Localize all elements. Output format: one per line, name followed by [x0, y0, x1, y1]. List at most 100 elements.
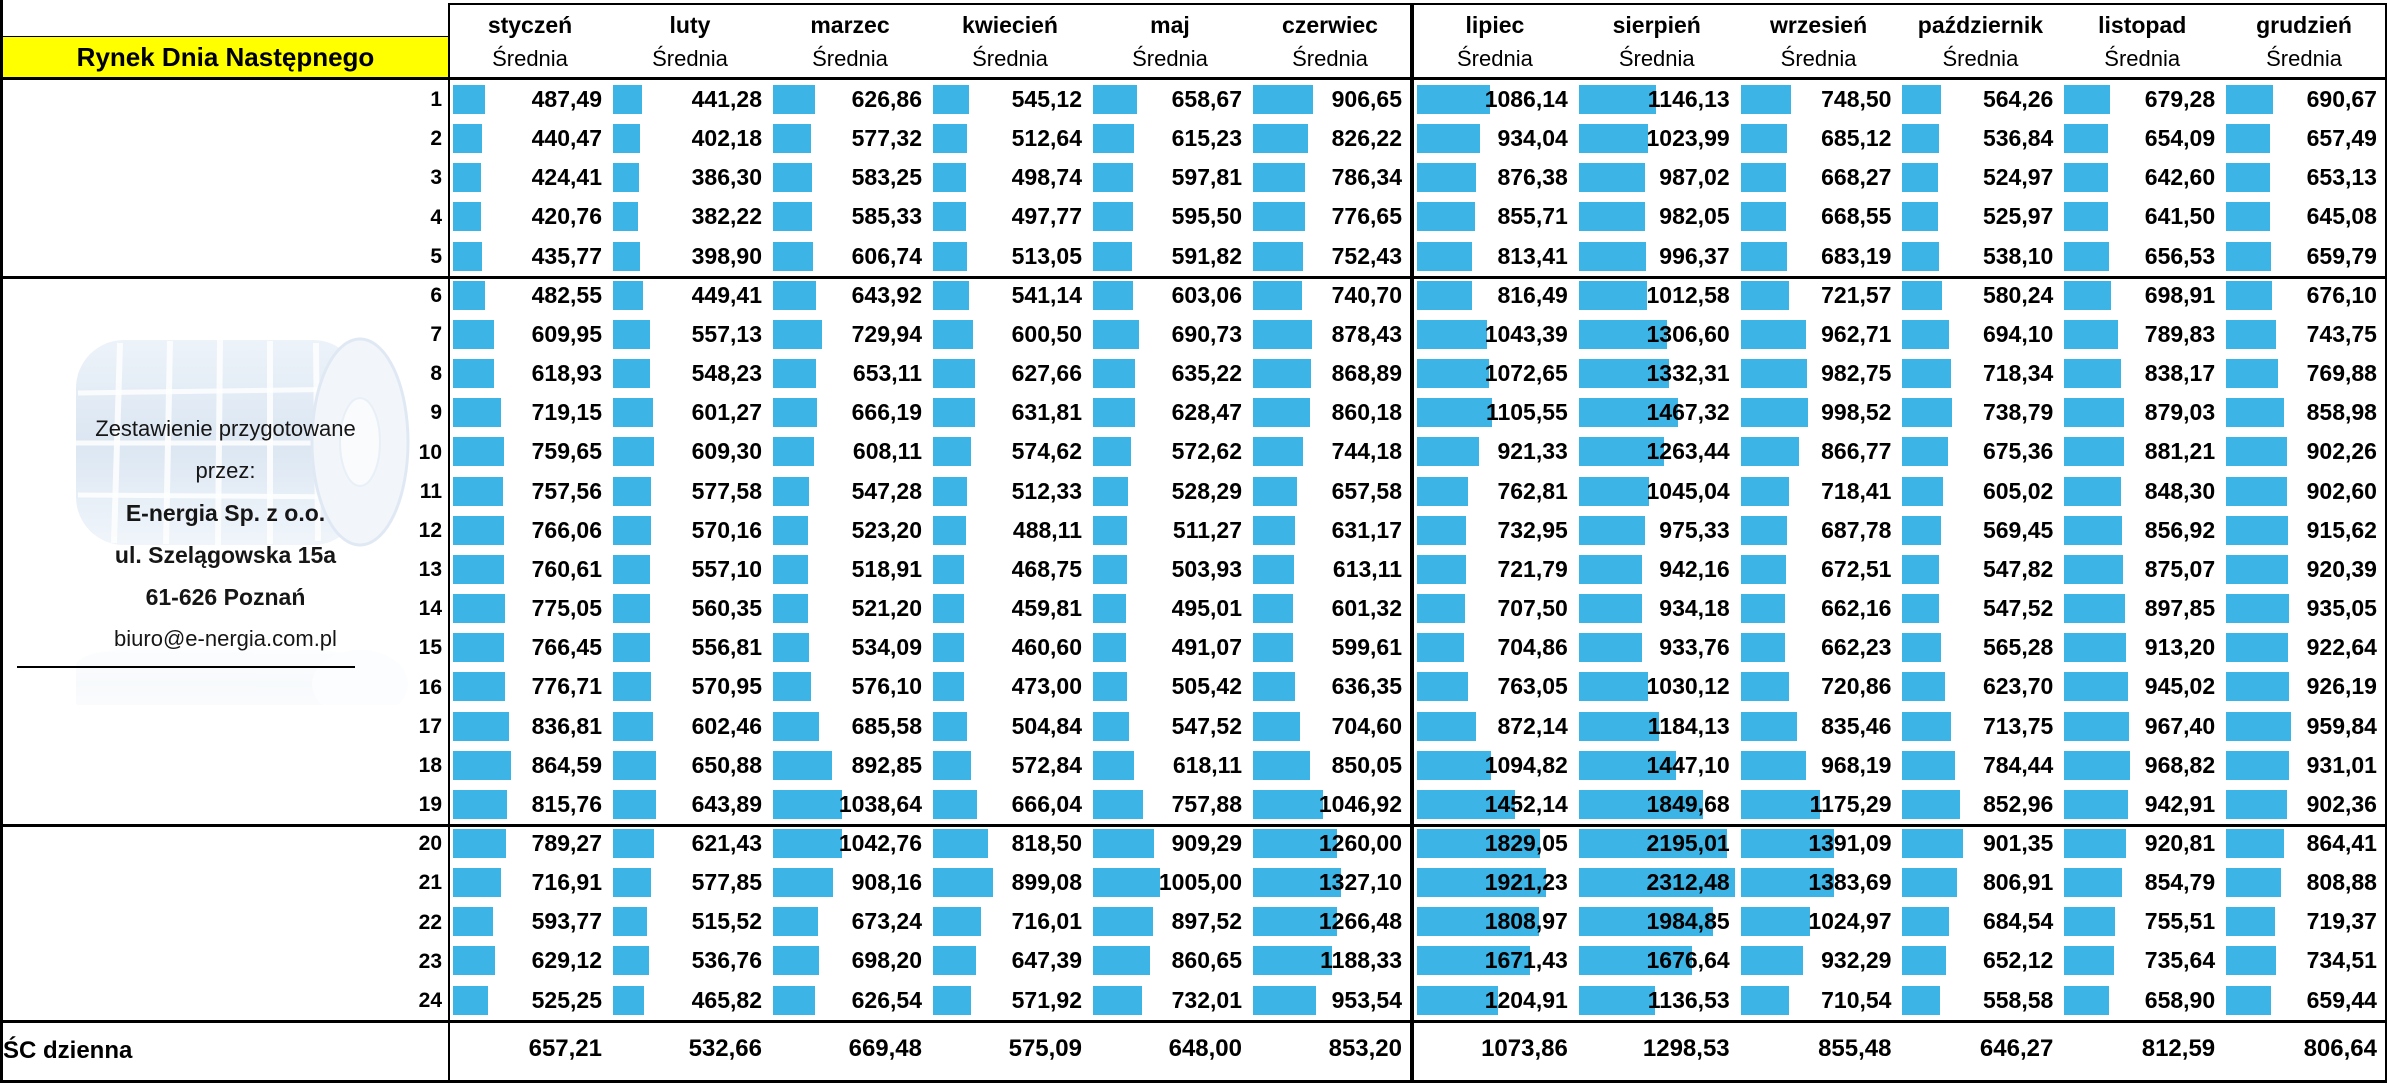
cell-luty-h5[interactable]: 398,90: [610, 237, 770, 276]
cell-grudzień-h8[interactable]: 769,88: [2223, 354, 2385, 393]
cell-luty-h12[interactable]: 570,16: [610, 511, 770, 550]
month-header-maj[interactable]: maj Średnia: [1090, 5, 1250, 80]
cell-marzec-h22[interactable]: 673,24: [770, 902, 930, 941]
cell-maj-h7[interactable]: 690,73: [1090, 315, 1250, 354]
cell-kwiecień-h5[interactable]: 513,05: [930, 237, 1090, 276]
cell-marzec-h9[interactable]: 666,19: [770, 393, 930, 432]
row-number-2[interactable]: 2: [430, 127, 442, 151]
cell-listopad-h19[interactable]: 942,91: [2061, 785, 2223, 824]
cell-maj-h22[interactable]: 897,52: [1090, 902, 1250, 941]
cell-czerwiec-h9[interactable]: 860,18: [1250, 393, 1410, 432]
cell-maj-h17[interactable]: 547,52: [1090, 707, 1250, 746]
cell-grudzień-h23[interactable]: 734,51: [2223, 941, 2385, 980]
cell-listopad-h21[interactable]: 854,79: [2061, 863, 2223, 902]
row-number-3[interactable]: 3: [430, 166, 442, 190]
cell-lipiec-h4[interactable]: 855,71: [1414, 197, 1576, 236]
cell-czerwiec-h17[interactable]: 704,60: [1250, 707, 1410, 746]
row-number-20[interactable]: 20: [418, 832, 442, 856]
cell-wrzesień-h5[interactable]: 683,19: [1738, 237, 1900, 276]
cell-maj-h9[interactable]: 628,47: [1090, 393, 1250, 432]
row-number-4[interactable]: 4: [430, 205, 442, 229]
cell-grudzień-h2[interactable]: 657,49: [2223, 119, 2385, 158]
cell-sierpień-h7[interactable]: 1306,60: [1576, 315, 1738, 354]
cell-listopad-h6[interactable]: 698,91: [2061, 276, 2223, 315]
cell-maj-h18[interactable]: 618,11: [1090, 746, 1250, 785]
cell-kwiecień-h8[interactable]: 627,66: [930, 354, 1090, 393]
cell-lipiec-h7[interactable]: 1043,39: [1414, 315, 1576, 354]
cell-czerwiec-h4[interactable]: 776,65: [1250, 197, 1410, 236]
cell-marzec-h5[interactable]: 606,74: [770, 237, 930, 276]
cell-październik-h24[interactable]: 558,58: [1899, 981, 2061, 1020]
cell-grudzień-h13[interactable]: 920,39: [2223, 550, 2385, 589]
cell-kwiecień-h7[interactable]: 600,50: [930, 315, 1090, 354]
daily-average-cell-czerwiec[interactable]: 853,20: [1250, 1020, 1410, 1080]
cell-listopad-h8[interactable]: 838,17: [2061, 354, 2223, 393]
month-header-sierpień[interactable]: sierpień Średnia: [1576, 5, 1738, 80]
cell-październik-h11[interactable]: 605,02: [1899, 472, 2061, 511]
cell-maj-h12[interactable]: 511,27: [1090, 511, 1250, 550]
cell-maj-h4[interactable]: 595,50: [1090, 197, 1250, 236]
cell-grudzień-h24[interactable]: 659,44: [2223, 981, 2385, 1020]
cell-październik-h23[interactable]: 652,12: [1899, 941, 2061, 980]
row-number-13[interactable]: 13: [418, 558, 442, 581]
cell-marzec-h2[interactable]: 577,32: [770, 119, 930, 158]
cell-czerwiec-h2[interactable]: 826,22: [1250, 119, 1410, 158]
cell-czerwiec-h20[interactable]: 1260,00: [1250, 824, 1410, 863]
cell-listopad-h10[interactable]: 881,21: [2061, 432, 2223, 471]
cell-listopad-h9[interactable]: 879,03: [2061, 393, 2223, 432]
cell-marzec-h6[interactable]: 643,92: [770, 276, 930, 315]
cell-wrzesień-h9[interactable]: 998,52: [1738, 393, 1900, 432]
cell-czerwiec-h10[interactable]: 744,18: [1250, 432, 1410, 471]
cell-maj-h16[interactable]: 505,42: [1090, 667, 1250, 706]
cell-styczeń-h6[interactable]: 482,55: [450, 276, 610, 315]
cell-listopad-h24[interactable]: 658,90: [2061, 981, 2223, 1020]
cell-październik-h1[interactable]: 564,26: [1899, 80, 2061, 119]
cell-maj-h3[interactable]: 597,81: [1090, 158, 1250, 197]
cell-sierpień-h18[interactable]: 1447,10: [1576, 746, 1738, 785]
cell-styczeń-h20[interactable]: 789,27: [450, 824, 610, 863]
cell-luty-h23[interactable]: 536,76: [610, 941, 770, 980]
cell-lipiec-h24[interactable]: 1204,91: [1414, 981, 1576, 1020]
cell-luty-h19[interactable]: 643,89: [610, 785, 770, 824]
cell-czerwiec-h18[interactable]: 850,05: [1250, 746, 1410, 785]
cell-styczeń-h23[interactable]: 629,12: [450, 941, 610, 980]
cell-luty-h4[interactable]: 382,22: [610, 197, 770, 236]
cell-maj-h2[interactable]: 615,23: [1090, 119, 1250, 158]
cell-marzec-h8[interactable]: 653,11: [770, 354, 930, 393]
cell-październik-h21[interactable]: 806,91: [1899, 863, 2061, 902]
cell-kwiecień-h18[interactable]: 572,84: [930, 746, 1090, 785]
cell-styczeń-h1[interactable]: 487,49: [450, 80, 610, 119]
daily-average-cell-kwiecień[interactable]: 575,09: [930, 1020, 1090, 1080]
cell-sierpień-h19[interactable]: 1849,68: [1576, 785, 1738, 824]
month-header-październik[interactable]: październik Średnia: [1899, 5, 2061, 80]
row-number-24[interactable]: 24: [418, 988, 442, 1012]
row-number-21[interactable]: 21: [418, 871, 442, 895]
row-number-8[interactable]: 8: [430, 362, 442, 386]
cell-wrzesień-h19[interactable]: 1175,29: [1738, 785, 1900, 824]
cell-październik-h2[interactable]: 536,84: [1899, 119, 2061, 158]
cell-kwiecień-h12[interactable]: 488,11: [930, 511, 1090, 550]
row-number-6[interactable]: 6: [430, 283, 442, 307]
row-number-19[interactable]: 19: [418, 793, 442, 816]
cell-lipiec-h17[interactable]: 872,14: [1414, 707, 1576, 746]
cell-styczeń-h19[interactable]: 815,76: [450, 785, 610, 824]
cell-czerwiec-h21[interactable]: 1327,10: [1250, 863, 1410, 902]
sheet-title-cell[interactable]: Rynek Dnia Następnego: [3, 36, 448, 77]
cell-luty-h8[interactable]: 548,23: [610, 354, 770, 393]
row-number-22[interactable]: 22: [418, 910, 442, 934]
cell-marzec-h20[interactable]: 1042,76: [770, 824, 930, 863]
cell-styczeń-h11[interactable]: 757,56: [450, 472, 610, 511]
cell-grudzień-h17[interactable]: 959,84: [2223, 707, 2385, 746]
cell-grudzień-h10[interactable]: 902,26: [2223, 432, 2385, 471]
cell-luty-h14[interactable]: 560,35: [610, 589, 770, 628]
cell-styczeń-h10[interactable]: 759,65: [450, 432, 610, 471]
row-number-18[interactable]: 18: [418, 753, 442, 777]
cell-październik-h7[interactable]: 694,10: [1899, 315, 2061, 354]
cell-grudzień-h16[interactable]: 926,19: [2223, 667, 2385, 706]
cell-kwiecień-h1[interactable]: 545,12: [930, 80, 1090, 119]
cell-kwiecień-h17[interactable]: 504,84: [930, 707, 1090, 746]
cell-czerwiec-h11[interactable]: 657,58: [1250, 472, 1410, 511]
cell-maj-h11[interactable]: 528,29: [1090, 472, 1250, 511]
cell-czerwiec-h3[interactable]: 786,34: [1250, 158, 1410, 197]
cell-marzec-h23[interactable]: 698,20: [770, 941, 930, 980]
